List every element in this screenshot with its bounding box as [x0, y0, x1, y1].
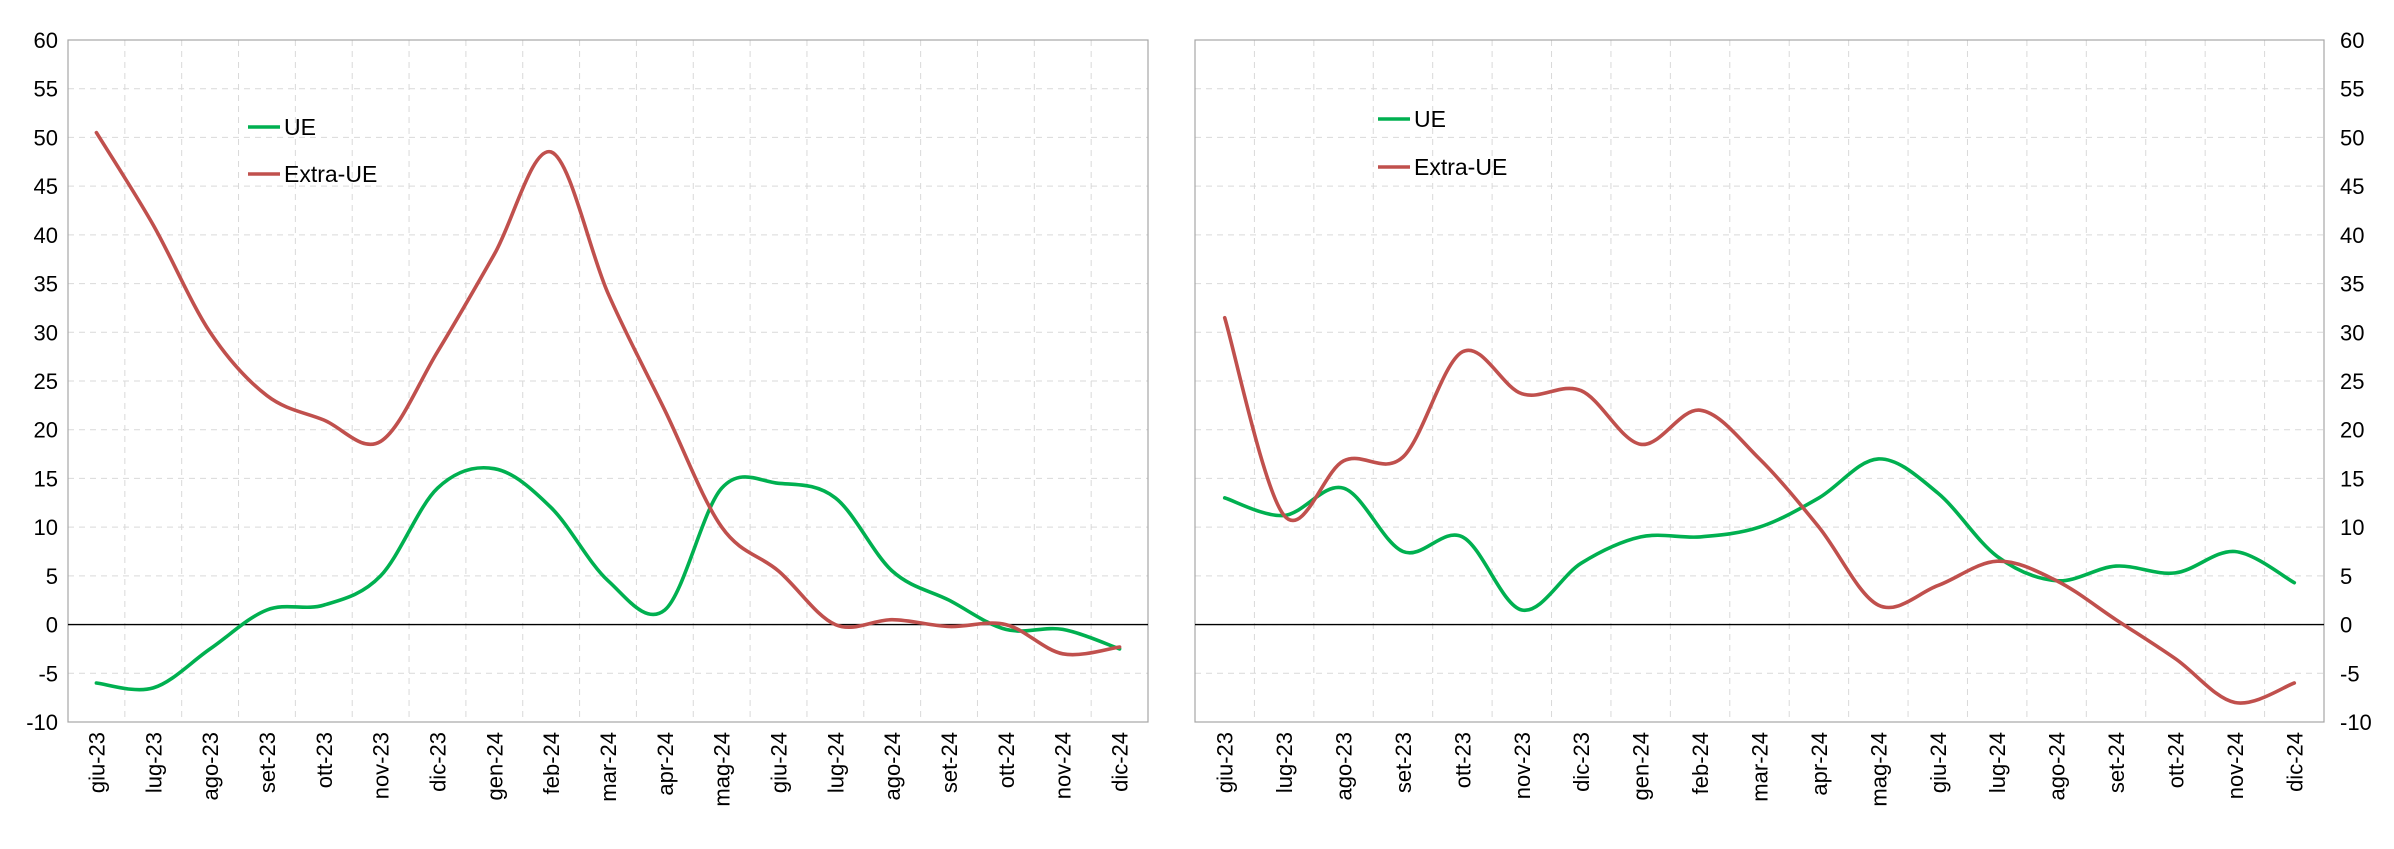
x-tick-label: lug-24	[823, 732, 848, 793]
x-tick-label: ago-24	[880, 732, 905, 801]
plot-area-border	[1194, 39, 2325, 723]
x-tick-label: lug-23	[1272, 732, 1297, 793]
x-tick-label: ott-23	[312, 732, 337, 788]
x-tick-label: nov-24	[2223, 732, 2248, 799]
legend-label: UE	[1414, 106, 1446, 132]
plot-area-border	[67, 39, 1149, 723]
x-tick-label: dic-24	[2282, 732, 2307, 792]
y-tick-label: 50	[34, 125, 58, 150]
y-tick-label: 45	[2340, 174, 2364, 199]
x-tick-label: gen-24	[1629, 732, 1654, 801]
y-tick-label: 55	[34, 77, 58, 102]
y-tick-label: 10	[2340, 515, 2364, 540]
x-tick-label: mag-24	[1866, 732, 1891, 807]
x-tick-label: nov-23	[369, 732, 394, 799]
x-tick-label: mag-24	[710, 732, 735, 807]
y-tick-label: 55	[2340, 77, 2364, 102]
y-tick-label: 30	[34, 320, 58, 345]
legend-label: Extra-UE	[284, 161, 377, 187]
y-tick-label: 5	[46, 564, 58, 589]
x-tick-label: dic-23	[425, 732, 450, 792]
y-tick-label: 10	[34, 515, 58, 540]
y-tick-label: 40	[2340, 223, 2364, 248]
x-tick-label: apr-24	[1807, 732, 1832, 796]
legend-label: UE	[284, 114, 316, 140]
x-tick-label: mar-24	[1748, 732, 1773, 802]
legend-label: Extra-UE	[1414, 154, 1507, 180]
y-tick-label: -5	[38, 661, 58, 686]
x-tick-label: ago-23	[1332, 732, 1357, 801]
y-tick-label: -10	[26, 710, 58, 735]
x-tick-label: mar-24	[596, 732, 621, 802]
y-tick-label: 25	[34, 369, 58, 394]
y-tick-label: 60	[34, 28, 58, 53]
series-line-extra-ue	[94, 130, 1122, 657]
y-tick-label: 20	[2340, 418, 2364, 443]
chart-panel-1: -10 -5 0 5 10 15 20 25 30 35 40 45 50 55 60 giu-23 lug-2…	[26, 28, 1149, 807]
x-tick-label: nov-23	[1510, 732, 1535, 799]
y-tick-label: 5	[2340, 564, 2352, 589]
y-tick-label: 35	[34, 272, 58, 297]
x-tick-label: set-24	[2104, 732, 2129, 793]
x-tick-label: giu-23	[1213, 732, 1238, 793]
series-line-ue	[94, 465, 1122, 692]
y-tick-label: 25	[2340, 369, 2364, 394]
x-tick-label: gen-24	[482, 732, 507, 801]
y-tick-label: 45	[34, 174, 58, 199]
y-tick-label: 15	[34, 466, 58, 491]
y-tick-label: 15	[2340, 466, 2364, 491]
y-tick-label: 0	[2340, 613, 2352, 638]
y-tick-label: 60	[2340, 28, 2364, 53]
y-tick-label: 20	[34, 418, 58, 443]
x-tick-label: set-23	[255, 732, 280, 793]
y-tick-label: 40	[34, 223, 58, 248]
series-line-ue	[1222, 457, 2297, 612]
x-tick-label: dic-24	[1108, 732, 1133, 792]
x-tick-label: feb-24	[539, 732, 564, 794]
y-tick-label: -10	[2340, 710, 2372, 735]
x-tick-label: lug-24	[1985, 732, 2010, 793]
x-tick-label: apr-24	[653, 732, 678, 796]
x-tick-label: giu-24	[767, 732, 792, 793]
x-tick-label: set-23	[1391, 732, 1416, 793]
chart-panel-2: -10 -5 0 5 10 15 20 25 30 35 40 45 50 55 60 giu-23 lug-2…	[1194, 28, 2372, 807]
y-tick-label: 30	[2340, 320, 2364, 345]
x-tick-label: nov-24	[1051, 732, 1076, 799]
series-line-extra-ue	[1222, 315, 2297, 705]
x-tick-label: lug-23	[141, 732, 166, 793]
y-tick-label: 50	[2340, 125, 2364, 150]
x-tick-label: set-24	[937, 732, 962, 793]
x-tick-label: feb-24	[1688, 732, 1713, 794]
y-tick-label: -5	[2340, 661, 2360, 686]
y-tick-label: 0	[46, 613, 58, 638]
x-tick-label: dic-23	[1569, 732, 1594, 792]
x-tick-label: ago-23	[198, 732, 223, 801]
y-tick-label: 35	[2340, 272, 2364, 297]
x-tick-label: giu-24	[1926, 732, 1951, 793]
x-tick-label: ott-24	[2163, 732, 2188, 788]
x-tick-label: ott-23	[1450, 732, 1475, 788]
x-tick-label: ott-24	[994, 732, 1019, 788]
x-tick-label: ago-24	[2045, 732, 2070, 801]
x-tick-label: giu-23	[84, 732, 109, 793]
